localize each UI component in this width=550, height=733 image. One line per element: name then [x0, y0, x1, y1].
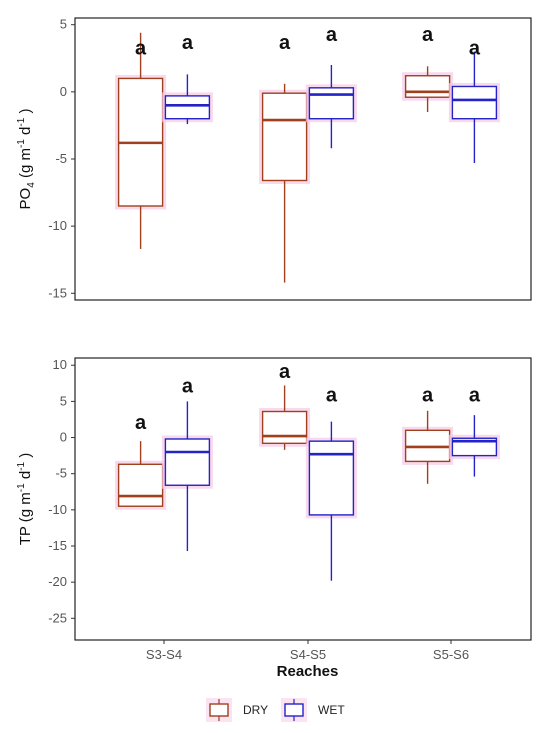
significance-letter: a: [326, 384, 338, 406]
box-wet-s5-s6: [448, 415, 500, 477]
y-label-base: PO: [17, 188, 34, 210]
significance-letter: a: [279, 361, 291, 383]
y-label-superscript: -1: [16, 461, 27, 470]
iqr-box: [261, 410, 308, 445]
iqr-box: [451, 437, 498, 457]
y-label-subscript: 4: [26, 182, 37, 188]
y-label-unit: (g m: [17, 492, 34, 526]
legend-item-wet: WET: [281, 698, 345, 722]
significance-letter: a: [279, 32, 291, 54]
iqr-box: [451, 85, 498, 120]
y-label-superscript: -1: [16, 483, 27, 492]
significance-letter: a: [469, 384, 481, 406]
significance-letter: a: [182, 376, 194, 398]
x-tick-label: S3-S4: [146, 647, 182, 662]
iqr-box: [261, 92, 308, 182]
y-tick-label: 0: [60, 84, 67, 99]
y-label-unit: d: [17, 127, 34, 140]
y-label-close: ): [17, 453, 34, 462]
y-tick-label: 10: [53, 357, 67, 372]
iqr-box: [308, 440, 355, 516]
iqr-box: [404, 75, 451, 98]
y-label-close: ): [17, 109, 34, 118]
legend-label: WET: [318, 703, 345, 717]
y-label-base: TP: [17, 526, 34, 545]
legend-key-box: [209, 703, 229, 717]
x-axis-label: Reaches: [277, 663, 339, 680]
iqr-box: [117, 463, 164, 507]
y-label-unit: d: [17, 471, 34, 484]
y-tick-label: 0: [60, 430, 67, 445]
box-dry-s5-s6: [402, 66, 454, 112]
y-tick-label: -5: [55, 466, 67, 481]
y-axis-label: TP (g m-1 d-1 ): [16, 453, 34, 546]
y-label-unit: (g m: [17, 148, 34, 182]
box-wet-s4-s5: [305, 65, 357, 149]
box-dry-s3-s4: [115, 32, 167, 249]
x-tick-label: S4-S5: [290, 647, 326, 662]
box-dry-s5-s6: [402, 410, 454, 484]
legend: DRY WET: [206, 698, 345, 722]
y-tick-label: 5: [60, 393, 67, 408]
iqr-box: [308, 87, 355, 120]
box-wet-s3-s4: [161, 74, 213, 125]
iqr-box: [164, 95, 211, 120]
box-dry-s4-s5: [259, 385, 311, 450]
y-axis-label: PO4 (g m-1 d-1 ): [16, 109, 37, 210]
significance-letter: a: [135, 37, 147, 59]
box-dry-s3-s4: [115, 441, 167, 510]
box-wet-s5-s6: [448, 51, 500, 164]
box-wet-s4-s5: [305, 421, 357, 581]
iqr-box: [164, 438, 211, 486]
plot-frame: [74, 357, 532, 641]
legend-item-dry: DRY: [206, 698, 268, 722]
y-tick-label: -25: [48, 610, 67, 625]
y-label-superscript: -1: [16, 139, 27, 148]
x-tick-label: S5-S6: [433, 647, 469, 662]
box-wet-s3-s4: [161, 401, 213, 552]
significance-letter: a: [326, 24, 338, 46]
significance-letter: a: [422, 384, 434, 406]
y-tick-label: 5: [60, 17, 67, 32]
y-label-superscript: -1: [16, 117, 27, 126]
box-dry-s4-s5: [259, 83, 311, 283]
legend-key-box: [284, 703, 304, 717]
significance-letter: a: [469, 37, 481, 59]
legend-label: DRY: [243, 703, 268, 717]
significance-letter: a: [422, 24, 434, 46]
significance-letter: a: [135, 412, 147, 434]
y-tick-label: -10: [48, 502, 67, 517]
y-tick-label: -15: [48, 538, 67, 553]
y-tick-label: -10: [48, 218, 67, 233]
y-tick-label: -15: [48, 285, 67, 300]
y-tick-label: -20: [48, 574, 67, 589]
y-tick-label: -5: [55, 151, 67, 166]
significance-letter: a: [182, 32, 194, 54]
